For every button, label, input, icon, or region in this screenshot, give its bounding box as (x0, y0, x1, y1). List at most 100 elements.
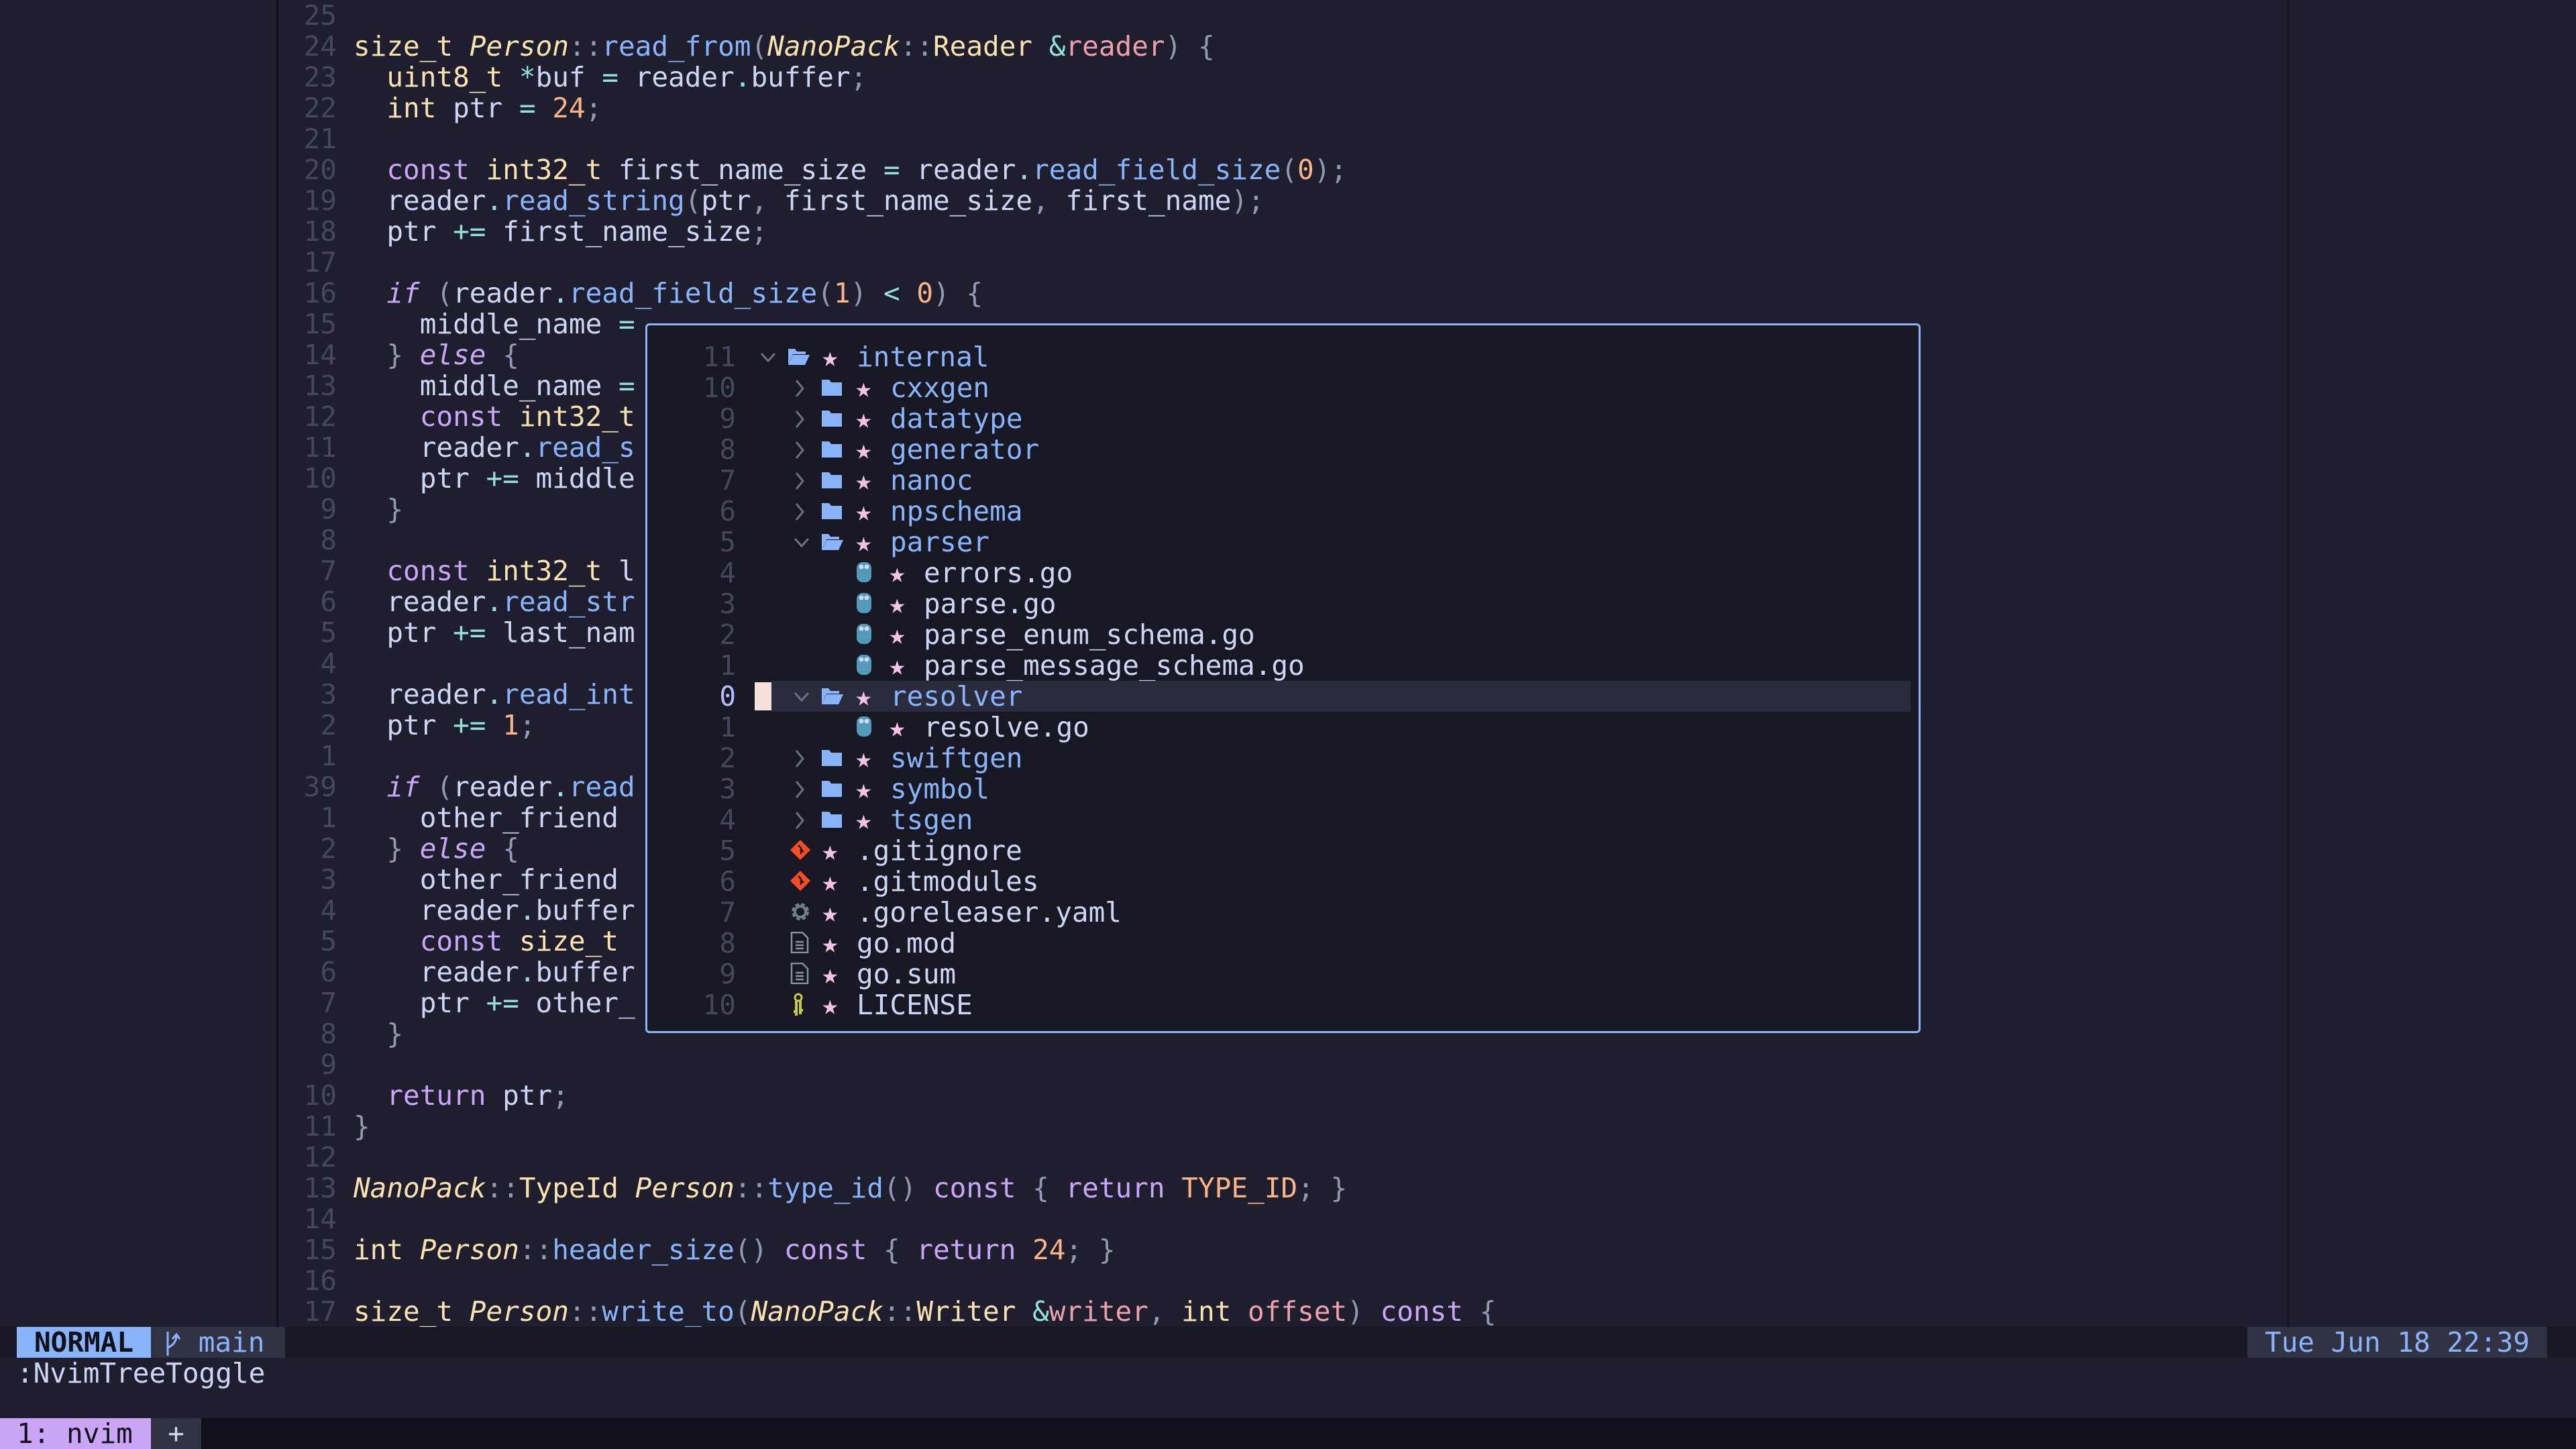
code-line[interactable]: const int32_t (354, 401, 635, 432)
code-editor[interactable]: 25 24 size_t Person::read_from(NanoPack::R… (0, 0, 2288, 1327)
chevron-right-icon[interactable] (793, 804, 806, 839)
code-line[interactable]: int ptr = 24; (354, 93, 602, 123)
chevron-down-icon[interactable] (793, 681, 810, 712)
tree-item-name: cxxgen (890, 372, 990, 404)
tree-file-item[interactable]: 8 ★ go.mod (647, 928, 1919, 959)
line-number: 16 (303, 277, 337, 309)
folder-icon (822, 372, 842, 396)
tree-file-item[interactable]: 5 ★ .gitignore (647, 835, 1919, 866)
tree-item-name: go.sum (857, 958, 957, 990)
tree-folder-item[interactable]: 7 ★ nanoc (647, 465, 1919, 496)
code-token: size_t (354, 1295, 453, 1328)
line-number: 39 (303, 771, 337, 803)
code-line[interactable]: other_friend (354, 802, 619, 833)
code-line[interactable]: reader.buffer (354, 957, 635, 987)
code-line[interactable]: } (354, 494, 403, 525)
code-line[interactable]: } else { (354, 833, 519, 864)
folder-icon (822, 434, 842, 458)
code-line[interactable]: other_friend (354, 864, 619, 895)
chevron-right-icon[interactable] (793, 372, 806, 407)
code-line[interactable]: } else { (354, 339, 519, 370)
line-number: 11 (303, 1110, 337, 1142)
tree-file-item[interactable]: 7 ★ .goreleaser.yaml (647, 897, 1919, 928)
code-token (502, 925, 519, 957)
tree-file-item[interactable]: 10 ★ LICENSE (647, 989, 1919, 1020)
code-token (486, 833, 503, 865)
chevron-right-icon[interactable] (793, 496, 806, 530)
code-token (354, 493, 386, 525)
tree-file-item[interactable]: 4 ★ errors.go (647, 557, 1919, 588)
code-line[interactable]: reader.read_int (354, 679, 635, 710)
tree-folder-item[interactable]: 4 ★ tsgen (647, 804, 1919, 835)
tree-file-item[interactable]: 6 ★ .gitmodules (647, 866, 1919, 897)
code-token (950, 277, 967, 309)
chevron-right-icon[interactable] (793, 465, 806, 499)
code-line[interactable]: if (reader.read (354, 771, 635, 802)
code-token: += (453, 709, 486, 741)
chevron-down-icon[interactable] (793, 527, 810, 558)
tree-folder-item[interactable]: 10 ★ cxxgen (647, 372, 1919, 403)
bookmark-star-icon: ★ (822, 896, 839, 928)
code-line[interactable]: reader.read_str (354, 586, 635, 617)
chevron-right-icon[interactable] (793, 773, 806, 808)
code-token (1364, 1295, 1381, 1328)
code-line[interactable]: if (reader.read_field_size(1) < 0) { (354, 278, 983, 309)
code-token (453, 30, 470, 62)
code-token: & (1032, 1295, 1049, 1328)
code-line[interactable]: middle_name = (354, 309, 635, 339)
tree-folder-item[interactable]: 6 ★ npschema (647, 496, 1919, 527)
code-token (536, 92, 553, 124)
chevron-right-icon[interactable] (793, 403, 806, 437)
chevron-right-icon[interactable] (793, 743, 806, 777)
code-line[interactable]: size_t Person::read_from(NanoPack::Reade… (354, 31, 1215, 62)
code-line[interactable]: } (354, 1111, 370, 1142)
tree-file-item[interactable]: 3 ★ parse.go (647, 588, 1919, 619)
tree-folder-item[interactable]: 0 ★ resolver (647, 681, 1919, 712)
new-window-button[interactable]: + (151, 1418, 201, 1449)
tmux-window-tab[interactable]: 1: nvim (0, 1418, 151, 1449)
tree-file-item[interactable]: 2 ★ parse_enum_schema.go (647, 619, 1919, 650)
nvim-tree-float-window[interactable]: 11 ★ internal 10 ★ cxxgen 9 ★ datatype 8 ★ generato… (645, 323, 1921, 1033)
code-line[interactable]: return ptr; (354, 1080, 569, 1111)
code-line[interactable]: reader.read_s (354, 432, 635, 463)
code-line[interactable]: uint8_t *buf = reader.buffer; (354, 62, 867, 93)
chevron-down-icon[interactable] (759, 341, 777, 373)
line-number: 7 (320, 987, 337, 1019)
code-token: . (519, 956, 536, 988)
code-line[interactable]: } (354, 1018, 403, 1049)
relative-line-number: 11 (702, 341, 736, 373)
code-line[interactable]: NanoPack::TypeId Person::type_id() const… (354, 1173, 1347, 1203)
code-token (354, 555, 386, 587)
code-token: = (519, 92, 536, 124)
tree-file-item[interactable]: 1 ★ resolve.go (647, 712, 1919, 743)
line-number: 2 (320, 833, 337, 865)
chevron-right-icon[interactable] (793, 434, 806, 468)
tree-file-item[interactable]: 9 ★ go.sum (647, 959, 1919, 989)
code-line[interactable]: ptr += middle (354, 463, 635, 494)
tree-file-item[interactable]: 1 ★ parse_message_schema.go (647, 650, 1919, 681)
tree-folder-item[interactable]: 9 ★ datatype (647, 403, 1919, 434)
relative-line-number: 2 (719, 619, 736, 651)
tree-folder-item[interactable]: 3 ★ symbol (647, 773, 1919, 804)
code-line[interactable]: ptr += first_name_size; (354, 216, 767, 247)
code-token: Person (635, 1172, 735, 1204)
code-line[interactable]: size_t Person::write_to(NanoPack::Writer… (354, 1296, 1496, 1327)
tree-item-name: go.mod (857, 927, 957, 959)
tree-folder-item[interactable]: 8 ★ generator (647, 434, 1919, 465)
code-token: reader (453, 771, 553, 803)
code-line[interactable]: reader.read_string(ptr, first_name_size,… (354, 185, 1264, 216)
code-line[interactable]: ptr += last_nam (354, 617, 635, 648)
code-line[interactable]: reader.buffer (354, 895, 635, 926)
code-line[interactable]: ptr += other_ (354, 987, 635, 1018)
tree-folder-item[interactable]: 5 ★ parser (647, 527, 1919, 557)
tree-folder-item[interactable]: 11 ★ internal (647, 341, 1919, 372)
code-line[interactable]: const int32_t first_name_size = reader.r… (354, 154, 1347, 185)
code-line[interactable]: middle_name = (354, 370, 635, 401)
code-line[interactable]: const int32_t l (354, 555, 635, 586)
tree-folder-item[interactable]: 2 ★ swiftgen (647, 743, 1919, 773)
command-line[interactable]: :NvimTreeToggle (17, 1357, 266, 1389)
code-line[interactable]: const size_t (354, 926, 619, 957)
line-number: 15 (303, 308, 337, 340)
code-line[interactable]: int Person::header_size() const { return… (354, 1234, 1116, 1265)
code-line[interactable]: ptr += 1; (354, 709, 535, 741)
